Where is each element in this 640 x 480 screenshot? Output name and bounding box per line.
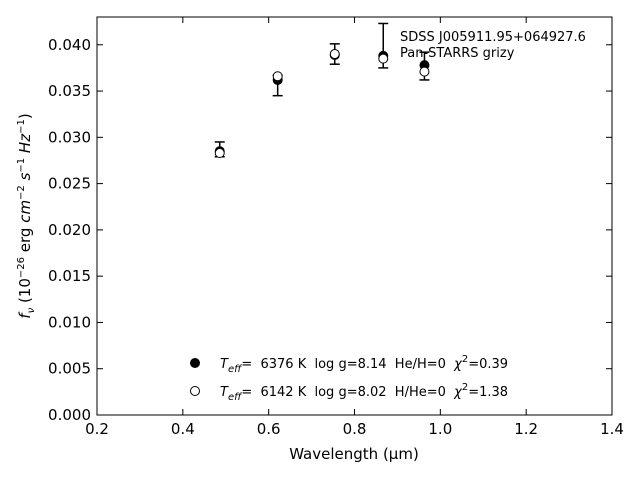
legend-marker-open: [190, 386, 200, 396]
annotation-survey: Pan-STARRS grizy: [400, 46, 515, 61]
legend-entry-2: Teff= 6142 K log g=8.02 H/He=0 χ2=1.38: [220, 382, 508, 403]
y-tick-label: 0.025: [48, 175, 91, 193]
y-tick-label: 0.040: [48, 36, 91, 54]
x-tick-label: 0.8: [343, 420, 367, 438]
y-tick-label: 0.030: [48, 128, 91, 146]
y-tick-label: 0.035: [48, 82, 91, 100]
x-tick-label: 1.0: [428, 420, 452, 438]
legend-marker-filled: [190, 358, 200, 368]
x-tick-label: 0.2: [85, 420, 109, 438]
legend-entry-1: Teff= 6376 K log g=8.14 He/H=0 χ2=0.39: [220, 354, 508, 375]
x-tick-label: 1.4: [600, 420, 624, 438]
y-tick-label: 0.010: [48, 313, 91, 331]
x-axis-ticks: 0.2 0.4 0.6 0.8 1.0 1.2 1.4: [85, 17, 624, 438]
x-tick-label: 1.2: [514, 420, 538, 438]
series-filled-model: [214, 49, 430, 157]
y-axis-label: fν (10−26 erg cm−2 s−1 Hz−1): [16, 113, 37, 318]
observed-errorbars: [214, 22, 430, 158]
open-point: [419, 66, 430, 77]
x-tick-label: 0.4: [171, 420, 195, 438]
series-open-model: [214, 49, 430, 159]
legend: Teff= 6376 K log g=8.14 He/H=0 χ2=0.39 T…: [190, 354, 508, 403]
y-tick-label: 0.020: [48, 221, 91, 239]
y-axis-ticks: 0.000 0.005 0.010 0.015 0.020 0.025 0.030 0.035…: [48, 36, 612, 424]
annotation-object-name: SDSS J005911.95+064927.6: [400, 30, 586, 45]
open-point: [214, 148, 225, 159]
y-tick-label: 0.015: [48, 267, 91, 285]
open-point: [378, 53, 389, 64]
y-tick-label: 0.005: [48, 360, 91, 378]
x-tick-label: 0.6: [257, 420, 281, 438]
open-point: [272, 71, 283, 82]
x-axis-label: Wavelength (μm): [289, 445, 419, 463]
plot-frame: [96, 16, 613, 416]
open-point: [329, 49, 340, 60]
y-tick-label: 0.000: [48, 406, 91, 424]
